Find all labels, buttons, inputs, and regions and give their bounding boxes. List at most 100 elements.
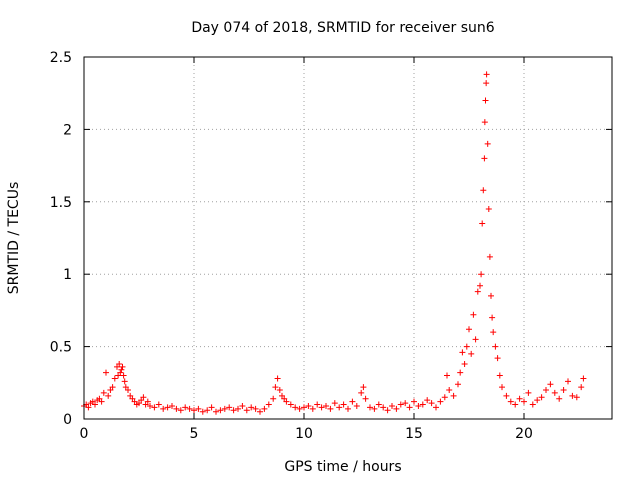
data-point-marker: [481, 119, 488, 126]
data-point-marker: [248, 404, 255, 411]
data-point-marker: [459, 349, 466, 356]
x-axis-label: GPS time / hours: [284, 459, 401, 475]
data-point-marker: [393, 405, 400, 412]
data-point-marker: [119, 363, 126, 370]
data-point-marker: [226, 404, 233, 411]
x-tick-label: 5: [190, 426, 199, 442]
data-point-marker: [331, 400, 338, 407]
data-point-marker: [463, 343, 470, 350]
data-point-marker: [261, 405, 268, 412]
data-point-marker: [121, 378, 128, 385]
data-point-marker: [367, 404, 373, 411]
data-point-marker: [270, 395, 277, 402]
data-point-marker: [472, 336, 479, 343]
data-point-marker: [327, 405, 334, 412]
data-point-marker: [486, 253, 493, 260]
data-point-marker: [309, 405, 316, 412]
y-tick-label: 0: [63, 412, 72, 428]
data-point-marker: [103, 369, 109, 376]
data-point-marker: [274, 375, 281, 382]
data-point-marker: [402, 400, 409, 407]
data-point-marker: [195, 405, 202, 412]
data-point-marker: [450, 392, 457, 399]
data-point-marker: [489, 314, 496, 321]
data-point-marker: [147, 402, 153, 409]
data-point-marker: [428, 400, 435, 407]
data-point-marker: [116, 360, 123, 367]
x-tick-label: 20: [515, 426, 533, 442]
data-point-marker: [217, 407, 224, 414]
data-point-marker: [573, 394, 580, 401]
data-point-marker: [488, 292, 494, 299]
data-point-marker: [538, 394, 545, 401]
data-point-marker: [482, 97, 489, 104]
data-point-marker: [360, 384, 367, 391]
data-point-marker: [384, 407, 391, 414]
data-point-marker: [503, 392, 510, 399]
data-point-marker: [446, 387, 453, 394]
data-point-marker: [221, 405, 228, 412]
x-tick-label: 0: [80, 426, 89, 442]
data-point-marker: [406, 404, 413, 411]
data-point-marker: [485, 206, 492, 213]
data-point-marker: [340, 401, 347, 408]
data-point-marker: [140, 394, 147, 401]
data-point-marker: [457, 369, 464, 376]
data-point-marker: [362, 395, 369, 402]
data-point-marker: [199, 408, 206, 415]
data-point-marker: [507, 398, 514, 405]
data-point-marker: [543, 387, 549, 394]
data-point-marker: [461, 360, 468, 367]
y-axis-label: SRMTID / TECUs: [6, 182, 22, 295]
data-point-marker: [481, 155, 488, 162]
data-point-marker: [479, 220, 486, 227]
data-point-marker: [120, 372, 127, 379]
data-point-marker: [468, 350, 475, 357]
data-point-marker: [105, 392, 112, 399]
data-point-marker: [492, 343, 499, 350]
y-tick-label: 1: [63, 267, 72, 283]
data-point-marker: [483, 80, 490, 87]
data-point-marker: [100, 389, 107, 396]
data-point-marker: [525, 389, 532, 396]
data-point-marker: [111, 375, 118, 382]
data-point-marker: [272, 384, 279, 391]
data-point-marker: [441, 394, 448, 401]
data-point-marker: [529, 401, 536, 408]
data-point-marker: [565, 378, 571, 385]
data-point-marker: [371, 405, 378, 412]
data-point-marker: [353, 402, 360, 409]
data-point-marker: [556, 395, 563, 402]
y-tick-label: 2: [63, 122, 72, 138]
data-point-marker: [477, 282, 483, 289]
data-point-marker: [349, 398, 356, 405]
data-point-marker: [478, 271, 485, 278]
data-point-marker: [155, 401, 162, 408]
data-point-marker: [336, 404, 343, 411]
y-tick-label: 2.5: [50, 50, 72, 66]
data-point-marker: [160, 405, 167, 412]
data-point-marker: [252, 405, 259, 412]
grid: [84, 57, 612, 419]
data-point-marker: [243, 407, 250, 414]
data-point-marker: [314, 401, 321, 408]
data-point-marker: [182, 404, 189, 411]
data-point-marker: [437, 398, 444, 405]
data-point-marker: [323, 402, 329, 409]
data-point-marker: [318, 404, 325, 411]
data-point-marker: [389, 402, 395, 409]
data-point-marker: [276, 387, 283, 394]
data-point-marker: [483, 71, 490, 78]
data-points: [81, 71, 587, 415]
data-point-marker: [144, 398, 151, 405]
data-point-marker: [85, 404, 92, 411]
data-point-marker: [345, 405, 351, 412]
data-point-marker: [484, 140, 491, 147]
data-point-marker: [109, 384, 116, 391]
data-point-marker: [433, 404, 439, 411]
data-point-marker: [283, 398, 290, 405]
data-point-marker: [186, 405, 193, 412]
data-point-marker: [397, 401, 404, 408]
data-point-marker: [164, 404, 171, 411]
